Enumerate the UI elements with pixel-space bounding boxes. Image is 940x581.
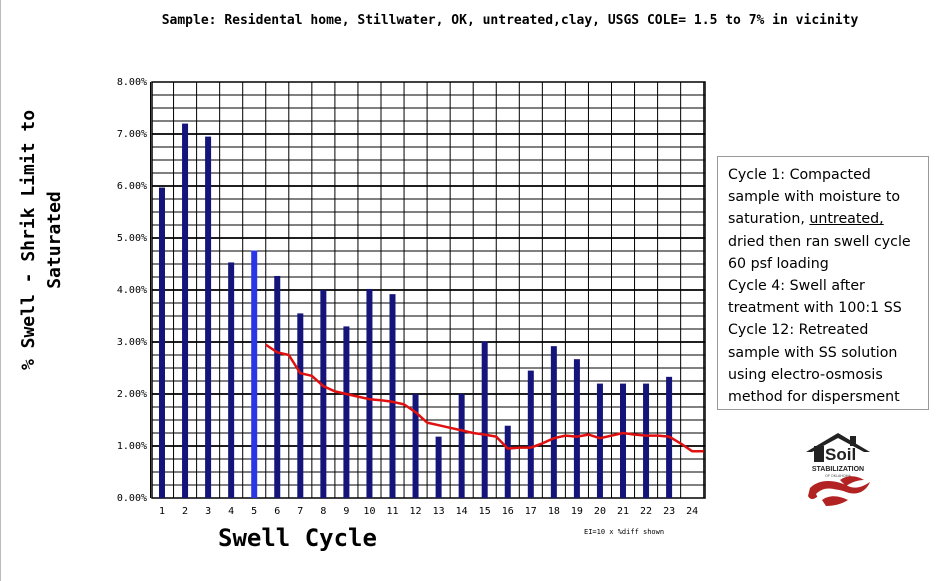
chart-title: Sample: Residental home, Stillwater, OK,… <box>161 13 859 28</box>
x-tick-label: 23 <box>663 506 675 517</box>
bar <box>228 262 235 498</box>
bar <box>412 394 419 498</box>
y-tick-label: 7.00% <box>117 129 147 140</box>
x-tick-label: 2 <box>182 506 188 517</box>
logo-text-small: OF OKLAHOMA <box>825 474 851 478</box>
bar <box>320 290 327 498</box>
soil-stabilization-logo: Soil STABILIZATION OF OKLAHOMA <box>800 430 876 510</box>
y-tick-label: 0.00% <box>117 493 147 504</box>
house-logo-icon: Soil STABILIZATION OF OKLAHOMA <box>806 433 870 506</box>
x-tick-label: 13 <box>433 506 445 517</box>
bar <box>643 383 650 498</box>
bar <box>159 187 165 498</box>
x-tick-label: 14 <box>456 506 468 517</box>
bar <box>205 136 212 498</box>
note-untreated-underlined: untreated, <box>809 211 884 228</box>
x-tick-label: 12 <box>410 506 422 517</box>
x-tick-label: 19 <box>571 506 583 517</box>
y-tick-label: 6.00% <box>117 181 147 192</box>
y-tick-label: 8.00% <box>117 77 147 88</box>
bar <box>596 383 603 498</box>
x-tick-label: 1 <box>159 506 165 517</box>
bar <box>481 341 488 498</box>
y-tick-label: 5.00% <box>117 233 147 244</box>
note-cycle-1: Cycle 1: Compacted sample with moisture … <box>728 164 922 275</box>
chart-annotation: EI=10 x %diff shown <box>584 528 665 536</box>
x-tick-label: 22 <box>640 506 652 517</box>
x-tick-label: 17 <box>525 506 537 517</box>
x-tick-label: 9 <box>343 506 349 517</box>
y-tick-label: 2.00% <box>117 389 147 400</box>
x-tick-label: 8 <box>320 506 326 517</box>
x-tick-label: 24 <box>686 506 698 517</box>
x-tick-label: 11 <box>386 506 398 517</box>
bar <box>297 313 304 498</box>
x-tick-label: 18 <box>548 506 560 517</box>
trend-line <box>265 343 704 453</box>
y-tick-label: 1.00% <box>117 441 147 452</box>
note-cycle-12: Cycle 12: Retreated sample with SS solut… <box>728 322 900 406</box>
x-axis-label: Swell Cycle <box>218 524 377 552</box>
logo-text-top: Soil <box>825 445 856 464</box>
bar <box>251 250 258 498</box>
x-tick-label: 5 <box>251 506 257 517</box>
bar <box>274 275 281 498</box>
x-tick-label: 15 <box>479 506 491 517</box>
x-tick-label: 6 <box>274 506 280 517</box>
note-cycle-1-text: Cycle 1: Compacted sample with moisture … <box>728 167 901 228</box>
x-tick-label: 10 <box>363 506 375 517</box>
bar <box>182 123 189 498</box>
bar <box>573 359 580 498</box>
note-cycle-4: Cycle 4: Swell after treatment with 100:… <box>728 278 902 317</box>
bar <box>620 383 626 498</box>
y-tick-label: 4.00% <box>117 285 147 296</box>
bar <box>458 394 465 498</box>
bar <box>504 425 511 498</box>
plot-frame <box>151 81 706 499</box>
bar <box>366 288 373 498</box>
bar <box>343 326 350 498</box>
x-tick-label: 21 <box>617 506 629 517</box>
x-tick-label: 4 <box>228 506 234 517</box>
logo-text-mid: STABILIZATION <box>812 466 864 473</box>
x-tick-label: 3 <box>205 506 211 517</box>
x-tick-label: 20 <box>594 506 606 517</box>
page-border <box>0 0 1 581</box>
bar <box>435 436 442 498</box>
bar <box>550 346 557 498</box>
x-tick-label: 7 <box>297 506 303 517</box>
legend-note-box: Cycle 1: Compacted sample with moisture … <box>717 156 929 410</box>
y-tick-label: 3.00% <box>117 337 147 348</box>
bar <box>527 370 534 498</box>
bar <box>389 294 396 498</box>
x-tick-label: 16 <box>502 506 514 517</box>
note-cycle-1-text-cont: dried then ran swell cycle 60 psf loadin… <box>728 233 911 272</box>
